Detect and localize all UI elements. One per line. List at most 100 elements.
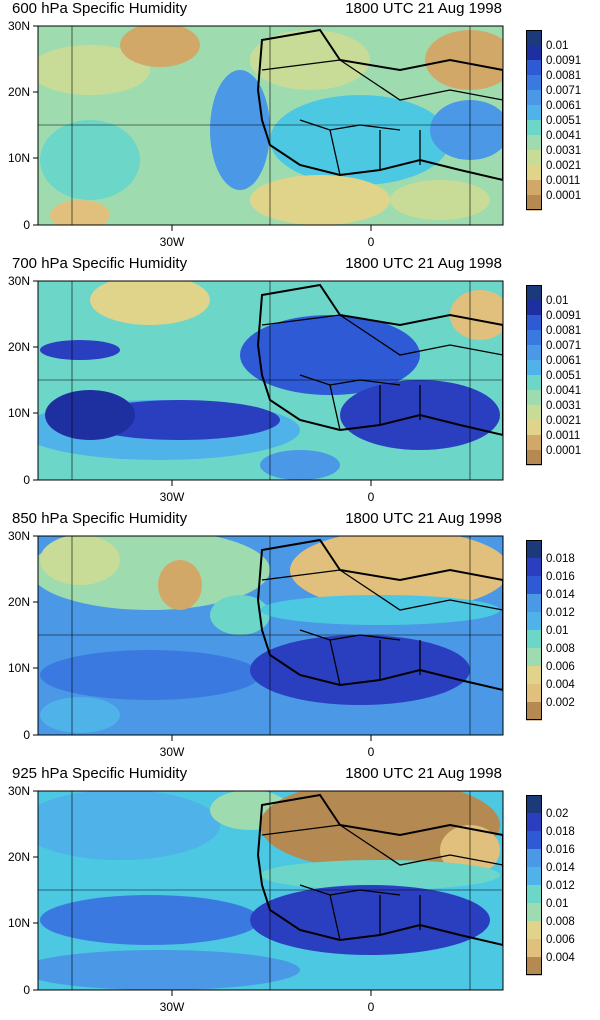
colorbar-label: 0.004 bbox=[546, 952, 575, 964]
colorbar-label: 0.006 bbox=[546, 934, 575, 946]
lat-label: 20N bbox=[8, 595, 30, 609]
field-patch bbox=[38, 950, 300, 990]
lat-label: 0 bbox=[23, 473, 30, 487]
colorbar: 0.01 0.0091 0.0081 0.0071 0.0061 0.0051 0.0041… bbox=[526, 285, 581, 466]
lon-label: 30W bbox=[160, 235, 185, 249]
field-patch bbox=[270, 95, 450, 185]
colorbar-swatch bbox=[526, 180, 542, 196]
colorbar-label: 0.0001 bbox=[546, 445, 581, 457]
colorbar-label: 0.0021 bbox=[546, 160, 581, 172]
gridlines bbox=[38, 536, 503, 735]
colorbar-swatch bbox=[526, 885, 542, 904]
colorbar-swatch bbox=[526, 540, 542, 559]
colorbar-swatch bbox=[526, 120, 542, 136]
colorbar-label: 0.016 bbox=[546, 571, 575, 583]
africa-coastline bbox=[256, 28, 503, 182]
lat-label: 10N bbox=[8, 151, 30, 165]
colorbar-label: 0.0001 bbox=[546, 190, 581, 202]
panel-timestamp: 1800 UTC 21 Aug 1998 bbox=[345, 255, 502, 272]
colorbar-label: 0.0091 bbox=[546, 310, 581, 322]
colorbar-swatch bbox=[526, 195, 542, 211]
colorbar-swatch bbox=[526, 558, 542, 577]
field-patch bbox=[40, 120, 140, 200]
panel-925hpa: 925 hPa Specific Humidity 1800 UTC 21 Au… bbox=[0, 765, 600, 1020]
field-patch bbox=[250, 30, 370, 90]
colorbar-swatch bbox=[526, 435, 542, 451]
colorbar-label: 0.008 bbox=[546, 643, 575, 655]
lat-axis: 30N 20N 10N 0 bbox=[8, 19, 38, 232]
colorbar-swatch bbox=[526, 795, 542, 814]
colorbar-label: 0.0041 bbox=[546, 385, 581, 397]
colorbar-frame bbox=[526, 285, 542, 465]
colorbar-label: 0.018 bbox=[546, 826, 575, 838]
lat-label: 10N bbox=[8, 916, 30, 930]
country-borders bbox=[261, 824, 503, 941]
field-patch bbox=[38, 45, 150, 95]
colorbar-label: 0.0031 bbox=[546, 400, 581, 412]
lat-label: 20N bbox=[8, 850, 30, 864]
colorbar-label: 0.0011 bbox=[546, 175, 580, 187]
colorbar-swatch bbox=[526, 957, 542, 976]
colorbar-label: 0.02 bbox=[546, 808, 568, 820]
colorbar-swatch bbox=[526, 285, 542, 301]
africa-coastline bbox=[256, 538, 503, 692]
colorbar-label: 0.0081 bbox=[546, 70, 581, 82]
colorbar-label: 0.0041 bbox=[546, 130, 581, 142]
colorbar-label: 0.014 bbox=[546, 862, 575, 874]
field-patch bbox=[250, 885, 490, 955]
colorbar-label: 0.01 bbox=[546, 40, 568, 52]
colorbar-swatch bbox=[526, 60, 542, 76]
colorbar-swatch bbox=[526, 630, 542, 649]
colorbar-swatch bbox=[526, 939, 542, 958]
country-borders bbox=[261, 59, 503, 176]
colorbar-frame bbox=[526, 540, 542, 720]
colorbar-label: 0.0081 bbox=[546, 325, 581, 337]
panel-850hpa: 850 hPa Specific Humidity 1800 UTC 21 Au… bbox=[0, 510, 600, 765]
lon-label: 0 bbox=[368, 745, 375, 759]
colorbar-swatch bbox=[526, 75, 542, 91]
field-patch bbox=[250, 175, 390, 225]
field-patch bbox=[390, 180, 490, 220]
colorbar-swatch bbox=[526, 612, 542, 631]
lat-label: 20N bbox=[8, 340, 30, 354]
field-patch bbox=[38, 791, 220, 860]
colorbar-label: 0.0051 bbox=[546, 370, 581, 382]
lat-axis: 30N 20N 10N 0 bbox=[8, 274, 38, 487]
colorbar-label: 0.016 bbox=[546, 844, 575, 856]
map-frame bbox=[37, 280, 504, 481]
colorbar-label: 0.0071 bbox=[546, 340, 581, 352]
map-frame bbox=[37, 535, 504, 736]
lat-label: 30N bbox=[8, 784, 30, 798]
country-borders bbox=[261, 314, 503, 431]
colorbar-swatch bbox=[526, 831, 542, 850]
panel-title: 925 hPa Specific Humidity bbox=[12, 765, 188, 782]
lat-label: 10N bbox=[8, 661, 30, 675]
field-patch bbox=[250, 635, 470, 705]
field-patch bbox=[290, 536, 503, 610]
lat-label: 0 bbox=[23, 983, 30, 997]
panel-600hpa: 600 hPa Specific Humidity 1800 UTC 21 Au… bbox=[0, 0, 600, 255]
lat-axis: 30N 20N 10N 0 bbox=[8, 529, 38, 742]
colorbar-label: 0.01 bbox=[546, 625, 568, 637]
colorbar-label: 0.0071 bbox=[546, 85, 581, 97]
colorbar-label: 0.002 bbox=[546, 697, 575, 709]
colorbar-label: 0.0061 bbox=[546, 355, 581, 367]
colorbar-swatch bbox=[526, 849, 542, 868]
colorbar-frame bbox=[526, 795, 542, 975]
field-patch bbox=[430, 100, 503, 160]
colorbar-label: 0.0031 bbox=[546, 145, 581, 157]
colorbar-swatch bbox=[526, 576, 542, 595]
colorbar-label: 0.008 bbox=[546, 916, 575, 928]
colorbar-label: 0.0011 bbox=[546, 430, 580, 442]
colorbar-swatch bbox=[526, 345, 542, 361]
humidity-map: 30N 20N 10N 0 30W 0 bbox=[8, 274, 504, 504]
field-patch bbox=[260, 860, 500, 890]
colorbar-swatch bbox=[526, 375, 542, 391]
colorbar-swatch bbox=[526, 165, 542, 181]
gridlines bbox=[38, 26, 503, 225]
colorbar-swatch bbox=[526, 45, 542, 61]
colorbar: 0.01 0.0091 0.0081 0.0071 0.0061 0.0051 0.0041… bbox=[526, 30, 581, 211]
colorbar-label: 0.0061 bbox=[546, 100, 581, 112]
colorbar-label: 0.0051 bbox=[546, 115, 581, 127]
field-patch bbox=[450, 290, 503, 340]
